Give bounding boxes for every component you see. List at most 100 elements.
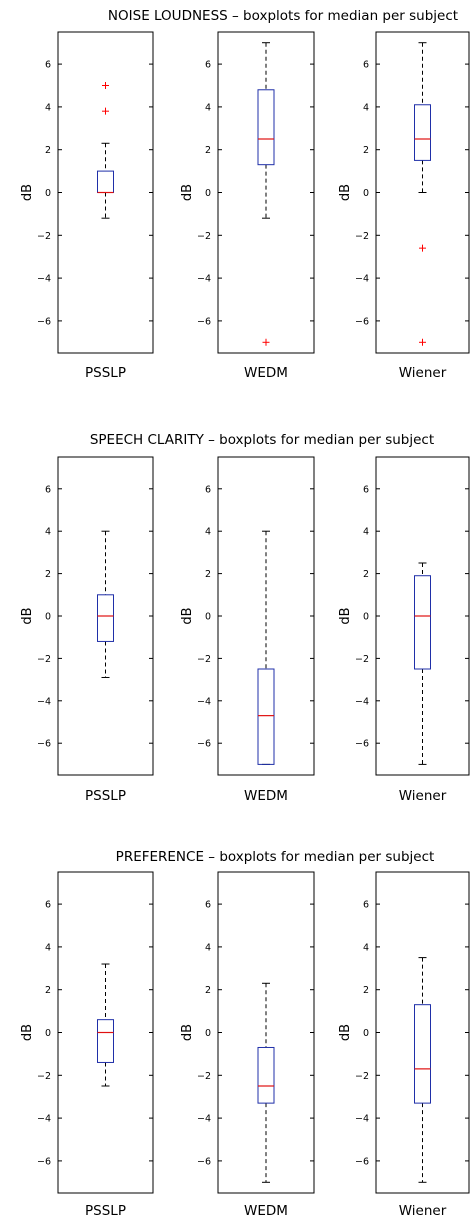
y-tick-label: −4 bbox=[197, 1114, 211, 1125]
y-axis-label: dB bbox=[20, 184, 35, 201]
chart-panel-1: NOISE LOUDNESS – boxplots for median per… bbox=[20, 8, 470, 381]
y-tick-label: −6 bbox=[197, 1156, 211, 1167]
x-category-label: PSSLP bbox=[85, 1203, 126, 1219]
y-tick-label: 0 bbox=[363, 188, 369, 199]
y-tick-label: −4 bbox=[37, 1114, 51, 1125]
y-tick-label: 6 bbox=[205, 60, 211, 71]
y-tick-label: 4 bbox=[363, 527, 369, 538]
subplot-psslp: −6 −4 −2 0 2 4 6 dB PSSLP bbox=[20, 31, 154, 381]
y-tick-label: 4 bbox=[205, 942, 211, 953]
outlier-marker bbox=[262, 338, 270, 346]
y-axis-label: dB bbox=[180, 184, 195, 201]
subplot-wiener: −6 −4 −2 0 2 4 6 dB Wiener bbox=[338, 31, 470, 381]
box bbox=[257, 1046, 275, 1104]
y-tick-label: 4 bbox=[205, 102, 211, 113]
y-axis-label: dB bbox=[20, 607, 35, 624]
y-tick-label: −4 bbox=[197, 274, 211, 285]
x-category-label: PSSLP bbox=[85, 788, 126, 804]
subplot-wiener: −6 −4 −2 0 2 4 6 dB Wiener bbox=[338, 456, 470, 804]
outlier-marker bbox=[419, 244, 426, 252]
y-tick-label: 2 bbox=[363, 145, 369, 156]
y-tick-label: 6 bbox=[45, 60, 51, 71]
y-tick-label: 0 bbox=[45, 188, 51, 199]
y-tick-label: 4 bbox=[45, 942, 51, 953]
y-tick-label: 2 bbox=[205, 985, 211, 996]
y-tick-label: −4 bbox=[355, 1114, 369, 1125]
y-tick-label: −6 bbox=[197, 739, 211, 750]
subplot-wedm: −6 −4 −2 0 2 4 6 dB WEDM bbox=[180, 456, 315, 804]
y-tick-label: −2 bbox=[37, 1071, 51, 1082]
y-tick-label: −2 bbox=[37, 231, 51, 242]
y-tick-label: 2 bbox=[205, 569, 211, 580]
outlier-marker bbox=[102, 82, 109, 89]
box bbox=[97, 1019, 114, 1063]
x-category-label: WEDM bbox=[244, 365, 288, 381]
y-tick-label: 6 bbox=[363, 484, 369, 495]
y-tick-label: 6 bbox=[363, 60, 369, 71]
y-tick-label: 4 bbox=[363, 102, 369, 113]
subplot-psslp: −6 −4 −2 0 2 4 6 dB PSSLP bbox=[20, 456, 154, 804]
y-tick-label: 0 bbox=[205, 1028, 211, 1039]
y-tick-label: 0 bbox=[45, 612, 51, 623]
y-tick-label: −4 bbox=[37, 274, 51, 285]
y-tick-label: 2 bbox=[45, 145, 51, 156]
y-tick-label: 6 bbox=[205, 484, 211, 495]
chart-title: PREFERENCE – boxplots for median per sub… bbox=[116, 849, 435, 865]
y-tick-label: 2 bbox=[363, 569, 369, 580]
outlier-marker bbox=[419, 338, 426, 346]
y-tick-label: 2 bbox=[45, 985, 51, 996]
box bbox=[414, 1004, 431, 1104]
subplot-psslp: −6 −4 −2 0 2 4 6 dB PSSLP bbox=[20, 871, 154, 1219]
y-tick-label: 4 bbox=[45, 527, 51, 538]
y-tick-label: 4 bbox=[205, 527, 211, 538]
y-tick-label: 0 bbox=[45, 1028, 51, 1039]
y-tick-label: −2 bbox=[37, 654, 51, 665]
box bbox=[257, 89, 275, 166]
chart-title: NOISE LOUDNESS – boxplots for median per… bbox=[108, 8, 458, 24]
y-tick-label: 0 bbox=[363, 612, 369, 623]
y-axis-label: dB bbox=[180, 607, 195, 624]
y-tick-label: −2 bbox=[355, 1071, 369, 1082]
x-category-label: PSSLP bbox=[85, 365, 126, 381]
y-tick-label: 0 bbox=[205, 188, 211, 199]
box bbox=[257, 668, 275, 765]
outlier-marker bbox=[102, 107, 109, 115]
y-tick-label: 4 bbox=[363, 942, 369, 953]
y-tick-label: −2 bbox=[355, 231, 369, 242]
chart-title: SPEECH CLARITY – boxplots for median per… bbox=[90, 432, 434, 448]
y-tick-label: −6 bbox=[355, 739, 369, 750]
y-tick-label: −6 bbox=[197, 316, 211, 327]
y-tick-label: −6 bbox=[37, 1156, 51, 1167]
y-tick-label: −2 bbox=[197, 654, 211, 665]
x-category-label: WEDM bbox=[244, 788, 288, 804]
y-tick-label: 6 bbox=[205, 900, 211, 911]
y-tick-label: 6 bbox=[45, 484, 51, 495]
y-tick-label: −4 bbox=[355, 274, 369, 285]
box bbox=[97, 594, 114, 642]
y-tick-label: −2 bbox=[197, 1071, 211, 1082]
x-category-label: Wiener bbox=[399, 1203, 447, 1219]
y-tick-label: −4 bbox=[197, 696, 211, 707]
y-axis-label: dB bbox=[20, 1024, 35, 1041]
y-tick-label: −6 bbox=[37, 316, 51, 327]
x-category-label: WEDM bbox=[244, 1203, 288, 1219]
y-tick-label: 2 bbox=[363, 985, 369, 996]
y-tick-label: −6 bbox=[37, 739, 51, 750]
y-tick-label: 0 bbox=[363, 1028, 369, 1039]
y-tick-label: −6 bbox=[355, 316, 369, 327]
chart-panel-2: SPEECH CLARITY – boxplots for median per… bbox=[20, 432, 470, 804]
y-axis-label: dB bbox=[180, 1024, 195, 1041]
y-axis-label: dB bbox=[338, 184, 353, 201]
subplot-wedm: −6 −4 −2 0 2 4 6 dB WEDM bbox=[180, 871, 315, 1219]
y-axis-label: dB bbox=[338, 607, 353, 624]
y-tick-label: 6 bbox=[363, 900, 369, 911]
axes-frame bbox=[375, 871, 470, 1194]
x-category-label: Wiener bbox=[399, 788, 447, 804]
y-tick-label: 2 bbox=[205, 145, 211, 156]
y-tick-label: −2 bbox=[197, 231, 211, 242]
y-tick-label: 0 bbox=[205, 612, 211, 623]
x-category-label: Wiener bbox=[399, 365, 447, 381]
y-tick-label: −4 bbox=[37, 696, 51, 707]
box bbox=[414, 104, 431, 161]
